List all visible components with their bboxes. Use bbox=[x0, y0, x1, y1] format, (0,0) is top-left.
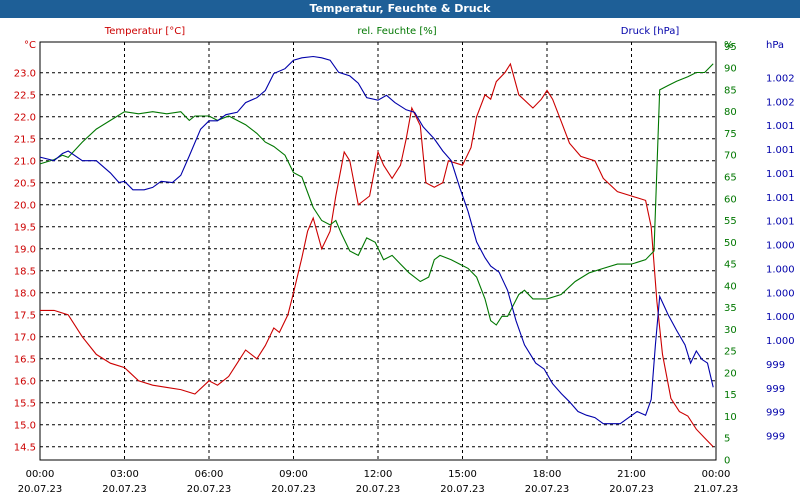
legend-temperature: Temperatur [°C] bbox=[104, 26, 185, 37]
temp-tick-label: 21.0 bbox=[14, 156, 36, 167]
temp-tick-label: 19.5 bbox=[14, 222, 36, 233]
humidity-tick-label: 15 bbox=[724, 390, 737, 401]
humidity-tick-label: 30 bbox=[724, 325, 737, 336]
x-tick-time: 00:00 bbox=[26, 469, 55, 480]
pressure-unit-label: hPa bbox=[766, 40, 784, 51]
humidity-tick-label: 90 bbox=[724, 64, 737, 75]
temp-tick-label: 22.5 bbox=[14, 90, 36, 101]
humidity-tick-label: 75 bbox=[724, 129, 737, 140]
humidity-tick-label: 35 bbox=[724, 303, 737, 314]
temp-tick-label: 20.0 bbox=[14, 200, 36, 211]
temp-tick-label: 20.5 bbox=[14, 178, 36, 189]
pressure-tick-label: 999 bbox=[766, 408, 785, 419]
temp-tick-label: 14.5 bbox=[14, 442, 36, 453]
series-layer bbox=[39, 55, 714, 448]
pressure-tick-label: 999 bbox=[766, 432, 785, 443]
window-title: Temperatur, Feuchte & Druck bbox=[0, 0, 800, 18]
humidity-tick-label: 0 bbox=[724, 456, 730, 467]
humidity-tick-label: 85 bbox=[724, 85, 737, 96]
pressure-tick-label: 1.000 bbox=[766, 336, 795, 347]
pressure-tick-label: 1.000 bbox=[766, 312, 795, 323]
pressure-tick-label: 1.001 bbox=[766, 217, 795, 228]
x-tick-date: 20.07.23 bbox=[18, 484, 63, 495]
pressure-tick-label: 999 bbox=[766, 384, 785, 395]
x-tick-time: 12:00 bbox=[364, 469, 393, 480]
humidity-tick-label: 5 bbox=[724, 434, 730, 445]
humidity-tick-label: 95 bbox=[724, 42, 737, 53]
pressure-tick-label: 1.002 bbox=[766, 74, 795, 85]
pressure-tick-label: 1.000 bbox=[766, 288, 795, 299]
pressure-tick-label: 1.001 bbox=[766, 169, 795, 180]
pressure-tick-label: 1.001 bbox=[766, 145, 795, 156]
humidity-unit-label: % bbox=[724, 40, 734, 51]
x-tick-date: 20.07.23 bbox=[525, 484, 570, 495]
x-tick-date: 20.07.23 bbox=[271, 484, 316, 495]
x-tick-time: 18:00 bbox=[533, 469, 562, 480]
x-tick-time: 15:00 bbox=[448, 469, 477, 480]
x-tick-date: 20.07.23 bbox=[440, 484, 485, 495]
x-tick-time: 09:00 bbox=[279, 469, 308, 480]
x-tick-date: 20.07.23 bbox=[102, 484, 147, 495]
series-line-humidity bbox=[39, 63, 714, 326]
humidity-tick-label: 65 bbox=[724, 172, 737, 183]
humidity-tick-label: 70 bbox=[724, 151, 737, 162]
temp-tick-label: 15.5 bbox=[14, 398, 36, 409]
temp-tick-label: 18.5 bbox=[14, 266, 36, 277]
humidity-tick-label: 80 bbox=[724, 107, 737, 118]
chart-plot: 14.5 15.0 15.5 16.0 16.5 17.0 17.5 18.0 18.5 19.0… bbox=[14, 26, 795, 495]
temp-tick-label: 16.0 bbox=[14, 376, 36, 387]
humidity-tick-label: 45 bbox=[724, 260, 737, 271]
temp-tick-label: 17.0 bbox=[14, 332, 36, 343]
x-tick-time: 21:00 bbox=[617, 469, 646, 480]
pressure-tick-label: 1.001 bbox=[766, 193, 795, 204]
temp-tick-label: 19.0 bbox=[14, 244, 36, 255]
humidity-tick-label: 40 bbox=[724, 281, 737, 292]
pressure-tick-label: 1.000 bbox=[766, 241, 795, 252]
humidity-tick-label: 20 bbox=[724, 368, 737, 379]
temp-tick-label: 18.0 bbox=[14, 288, 36, 299]
x-tick-time: 00:00 bbox=[702, 469, 731, 480]
x-tick-date: 20.07.23 bbox=[356, 484, 401, 495]
x-tick-time: 03:00 bbox=[110, 469, 139, 480]
temp-tick-label: 16.5 bbox=[14, 354, 36, 365]
temp-tick-label: 23.0 bbox=[14, 68, 36, 79]
x-tick-date: 20.07.23 bbox=[609, 484, 654, 495]
x-tick-date: 20.07.23 bbox=[187, 484, 232, 495]
pressure-tick-label: 1.002 bbox=[766, 97, 795, 108]
temp-tick-label: 21.5 bbox=[14, 134, 36, 145]
pressure-tick-label: 1.000 bbox=[766, 264, 795, 275]
axes-labels: 14.5 15.0 15.5 16.0 16.5 17.0 17.5 18.0 18.5 19.0… bbox=[14, 26, 795, 495]
temperature-unit-label: °C bbox=[24, 40, 36, 51]
pressure-tick-label: 999 bbox=[766, 360, 785, 371]
grid-lines bbox=[40, 42, 716, 460]
pressure-tick-label: 1.001 bbox=[766, 121, 795, 132]
legend-pressure: Druck [hPa] bbox=[621, 26, 680, 37]
humidity-tick-label: 50 bbox=[724, 238, 737, 249]
humidity-tick-label: 25 bbox=[724, 347, 737, 358]
humidity-tick-label: 60 bbox=[724, 194, 737, 205]
humidity-tick-label: 10 bbox=[724, 412, 737, 423]
temp-tick-label: 17.5 bbox=[14, 310, 36, 321]
x-tick-time: 06:00 bbox=[195, 469, 224, 480]
x-tick-date: 21.07.23 bbox=[694, 484, 739, 495]
temp-tick-label: 22.0 bbox=[14, 112, 36, 123]
series-line-temperature bbox=[40, 62, 714, 448]
humidity-tick-label: 55 bbox=[724, 216, 737, 227]
series-line-pressure bbox=[39, 55, 714, 425]
temp-tick-label: 15.0 bbox=[14, 420, 36, 431]
legend-humidity: rel. Feuchte [%] bbox=[357, 26, 436, 37]
